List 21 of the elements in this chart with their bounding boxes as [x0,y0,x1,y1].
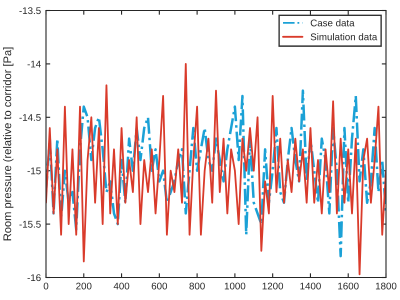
x-tick-label: 800 [189,282,205,290]
legend-label: Case data [310,19,355,26]
x-tick-label: 400 [114,282,130,290]
y-tick-label: -14.5 [19,114,41,121]
x-tick-label: 1600 [338,282,359,290]
x-tick-label: 1200 [262,282,284,290]
y-tick-label: -15 [28,168,41,174]
x-tick-label: 0 [44,282,48,290]
x-tick-label: 200 [76,282,92,290]
y-axis-title: Room pressure (relative to corridor [Pa] [3,48,14,240]
y-tick-label: -14 [28,60,41,68]
y-tick-label: -13.5 [19,7,41,14]
y-tick-label: -16 [28,274,41,282]
x-tick-label: 600 [152,282,168,290]
line-series [46,62,386,276]
legend-label: Simulation data [310,33,378,40]
y-tick-label: -15.5 [19,220,41,228]
line-series [46,89,386,258]
x-tick-label: 1400 [300,282,321,290]
x-tick-label: 1000 [224,282,246,290]
x-tick-label: 1800 [376,282,396,290]
